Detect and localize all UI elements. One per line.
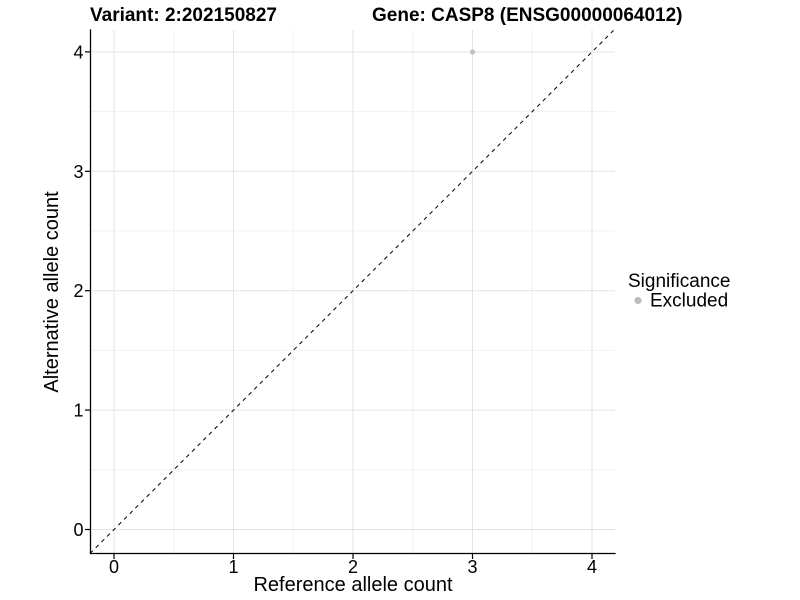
x-tick-label: 0 [109,557,119,577]
plot-title-variant: Variant: 2:202150827 [90,5,277,26]
y-tick-label: 4 [73,42,83,62]
identity-reference-line [89,30,614,554]
x-tick-label: 2 [348,557,358,577]
y-tick-label: 1 [73,401,83,421]
y-tick-label: 3 [73,162,83,182]
y-tick-label: 2 [73,281,83,301]
legend-item-label: Excluded [650,291,728,312]
identity-reference-line-layer [89,30,614,554]
data-point [469,49,476,55]
y-tick-label: 0 [73,520,83,540]
x-tick-label: 1 [228,557,238,577]
gridlines-major [90,30,615,554]
legend-title: Significance [628,271,730,292]
x-tick-label: 3 [467,557,477,577]
legend: Significance Excluded [628,271,730,312]
data-points-layer [469,49,476,55]
plot-title-gene: Gene: CASP8 (ENSG00000064012) [372,5,683,26]
y-axis-tick-labels: 0 1 2 3 4 [73,42,83,540]
x-axis-tick-labels: 0 1 2 3 4 [109,557,597,577]
y-axis-title: Alternative allele count [41,191,63,393]
x-tick-label: 4 [587,557,597,577]
axis-tick-marks [85,51,593,559]
legend-key-dot-icon [634,296,642,305]
x-axis-title: Reference allele count [253,574,452,596]
